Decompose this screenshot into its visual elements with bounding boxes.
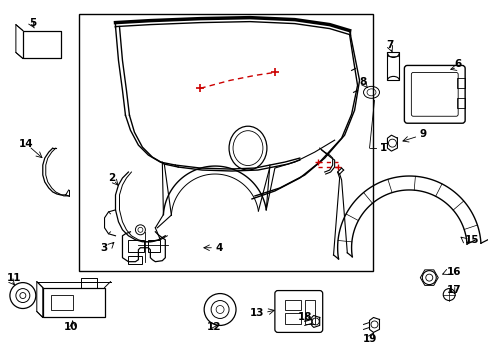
Bar (456, 78, 464, 88)
Bar (51, 294, 73, 310)
Text: 6: 6 (453, 59, 461, 69)
Bar (304, 300, 314, 324)
Text: 8: 8 (359, 77, 366, 87)
Bar (42, 288, 104, 318)
Text: 18: 18 (297, 312, 312, 323)
Bar (148, 240, 160, 252)
Text: 9: 9 (419, 129, 426, 139)
Text: 5: 5 (29, 18, 37, 28)
Text: 17: 17 (447, 284, 461, 294)
Bar (128, 256, 142, 264)
Text: 2: 2 (108, 173, 116, 183)
Text: 3: 3 (101, 243, 107, 253)
Bar (456, 98, 464, 108)
Bar (285, 300, 300, 310)
Text: 14: 14 (19, 139, 34, 149)
Bar (285, 314, 300, 324)
Bar (79, 14, 372, 271)
Bar (386, 53, 399, 80)
Bar (23, 31, 61, 58)
Text: 16: 16 (447, 267, 461, 276)
Bar (128, 240, 144, 252)
Text: 12: 12 (206, 323, 221, 332)
Text: 10: 10 (63, 323, 78, 332)
Text: 13: 13 (249, 309, 264, 319)
Text: 1: 1 (379, 143, 386, 153)
Text: 7: 7 (385, 40, 392, 50)
Text: 19: 19 (362, 334, 376, 345)
Text: 15: 15 (464, 235, 479, 245)
Text: 11: 11 (7, 273, 21, 283)
Text: 4: 4 (215, 243, 222, 253)
